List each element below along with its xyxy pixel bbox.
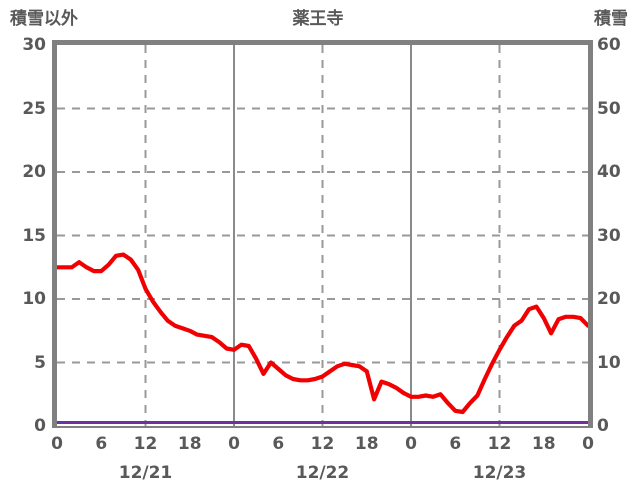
- chart-title: 薬王寺: [292, 9, 344, 29]
- y-axis-tick-left: 25: [22, 98, 46, 119]
- x-axis-tick: 12: [310, 434, 335, 454]
- y-axis-tick-left: 5: [34, 352, 46, 373]
- y-axis-tick-left: 10: [22, 289, 46, 309]
- x-axis-tick: 6: [95, 434, 108, 454]
- y-axis-tick-left: 15: [22, 225, 46, 246]
- x-axis-tick: 12: [133, 434, 158, 454]
- plot-area: [52, 40, 593, 428]
- y-axis-tick-right: 40: [597, 162, 621, 182]
- y-axis-tick-left: 20: [22, 162, 46, 182]
- x-axis-tick: 0: [405, 434, 417, 454]
- left-axis-title: 積雪以外: [10, 9, 78, 29]
- x-axis-tick: 6: [449, 434, 462, 454]
- x-axis-tick: 18: [177, 434, 202, 454]
- x-axis-tick: 12: [487, 434, 512, 454]
- temperature-series-line: [57, 252, 588, 415]
- y-axis-tick-right: 60: [597, 35, 621, 55]
- x-axis-tick: 6: [272, 434, 285, 454]
- right-axis-title: 積雪: [594, 9, 628, 29]
- x-axis-date-label: 12/23: [472, 463, 527, 483]
- y-axis-tick-right: 30: [597, 225, 621, 246]
- x-axis-date-label: 12/21: [118, 463, 173, 483]
- x-axis-date-label: 12/22: [295, 463, 350, 483]
- x-axis-tick: 0: [582, 434, 594, 454]
- y-axis-tick-right: 50: [597, 98, 621, 119]
- y-axis-tick-right: 10: [597, 352, 621, 373]
- y-axis-tick-right: 20: [597, 289, 621, 309]
- x-axis-tick: 0: [51, 434, 63, 454]
- x-axis-tick: 0: [228, 434, 240, 454]
- y-axis-tick-left: 0: [34, 416, 46, 436]
- chart-canvas: [57, 45, 588, 426]
- x-axis-tick: 18: [531, 434, 556, 454]
- y-axis-tick-right: 0: [597, 416, 609, 436]
- x-axis-tick: 18: [354, 434, 379, 454]
- y-axis-tick-left: 30: [22, 35, 46, 55]
